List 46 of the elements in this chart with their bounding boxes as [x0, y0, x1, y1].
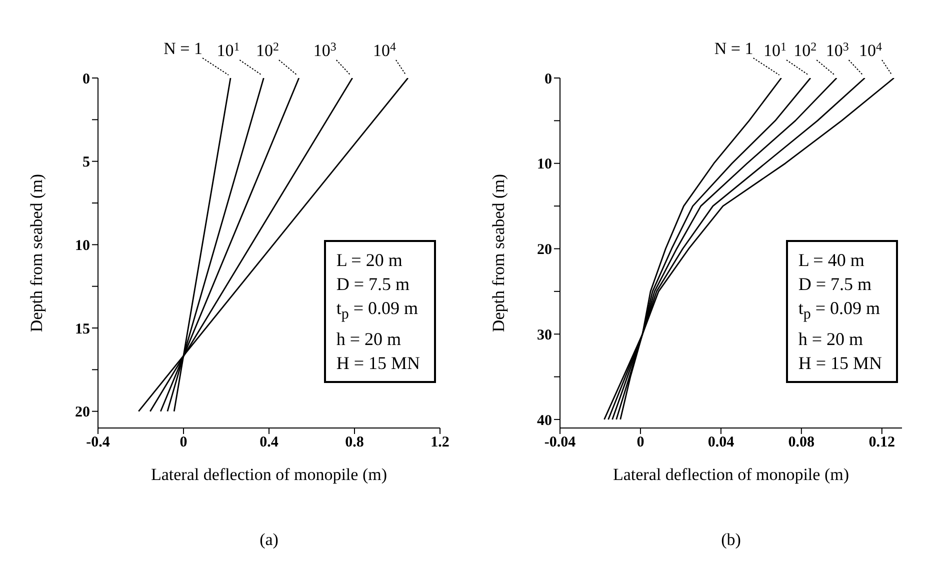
text: N = 1	[714, 39, 754, 58]
x-tick-label: -0.4	[86, 434, 110, 451]
y-tick-label: 40	[537, 412, 552, 429]
series-label: 10$^{2}$	[794, 40, 817, 60]
annotation: H = 15 MN	[798, 352, 882, 373]
text: (b)	[720, 530, 742, 550]
annotation: h = 20 m	[336, 328, 401, 349]
y-tick-label: 5	[82, 154, 90, 171]
x-tick-label: 0	[180, 434, 188, 451]
annotation: t$_{p}$ = 0.09 m	[336, 298, 418, 323]
text: (a)	[258, 530, 280, 550]
y-tick-label: 10	[537, 156, 552, 173]
annotation: L = 40 m	[798, 250, 864, 270]
series-label: 10$^{2}$	[256, 40, 279, 60]
y-tick-label: 15	[75, 321, 90, 338]
x-tick-label: 0.4	[260, 434, 279, 451]
series-label: 10$^{1}$	[216, 40, 240, 60]
x-tick-label: 0	[636, 434, 644, 451]
annotation: H = 15 MN	[336, 352, 420, 373]
x-tick-label: 0.12	[868, 434, 896, 451]
annotation: D = 7.5 m	[336, 274, 410, 294]
x-axis-title: Lateral deflection of monopile (m)	[612, 465, 850, 484]
y-tick-label: 0	[82, 71, 90, 88]
annotation: D = 7.5 m	[798, 274, 872, 294]
x-tick-label: 0.8	[345, 434, 364, 451]
x-axis-title: Lateral deflection of monopile (m)	[150, 465, 388, 484]
y-tick-label: 20	[75, 404, 90, 421]
series-label: 10$^{3}$	[313, 40, 336, 60]
x-tick-label: 1.2	[430, 434, 450, 451]
annotation: h = 20 m	[798, 328, 863, 349]
y-tick-label: 10	[75, 238, 90, 254]
series-label: 10$^{3}$	[826, 40, 849, 60]
y-tick-label: 0	[544, 71, 552, 88]
annotation: t$_{p}$ = 0.09 m	[798, 298, 880, 323]
y-tick-label: 30	[537, 327, 552, 344]
y-axis-title: Depth from seabed (m)	[27, 174, 46, 332]
x-tick-label: 0.04	[708, 434, 735, 451]
series-label: 10$^{1}$	[764, 40, 787, 60]
text: N = 1	[164, 39, 203, 58]
series-label: 10$^{4}$	[859, 40, 882, 60]
series-label: 10$^{4}$	[372, 40, 396, 60]
x-tick-label: 0.08	[788, 434, 815, 451]
y-axis-title: Depth from seabed (m)	[489, 174, 508, 332]
y-tick-label: 20	[537, 242, 552, 258]
x-tick-label: -0.04	[544, 434, 576, 451]
annotation: L = 20 m	[336, 250, 402, 270]
